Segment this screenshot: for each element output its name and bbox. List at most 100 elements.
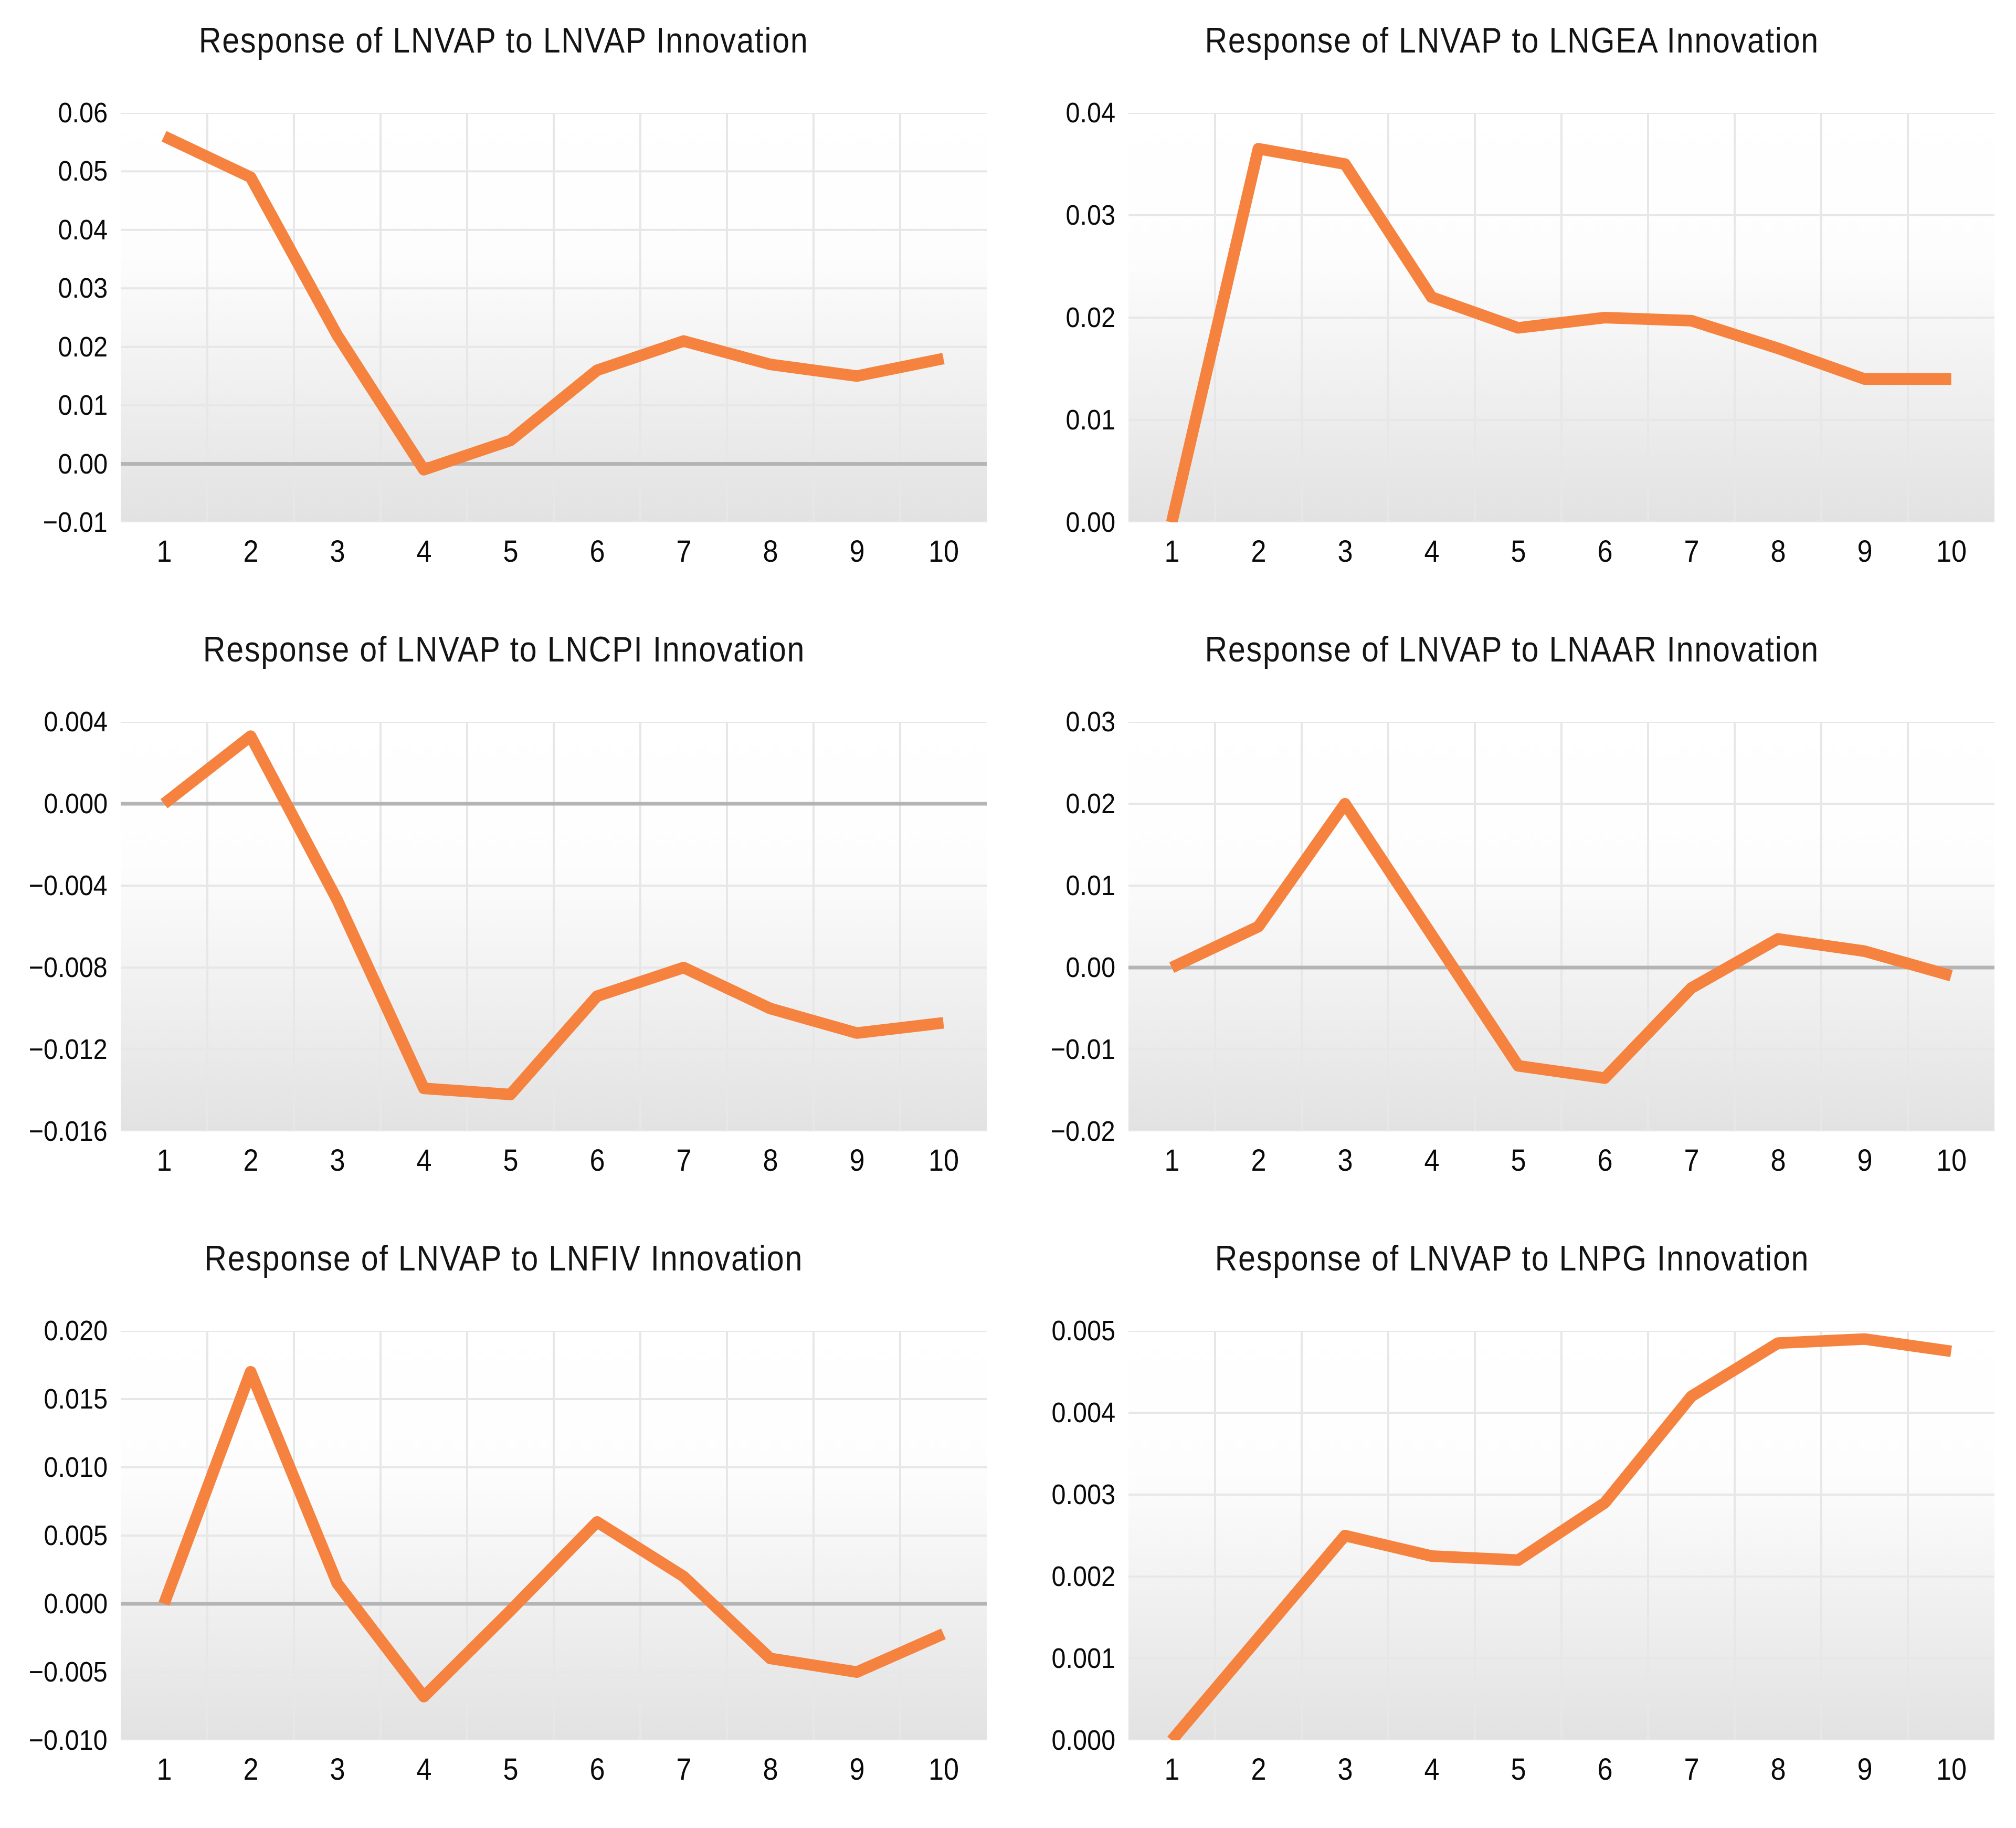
line-plot-svg bbox=[1128, 1331, 1994, 1740]
chart-title: Response of LNVAP to LNAAR Innovation bbox=[1008, 629, 2016, 670]
x-tick-label: 2 bbox=[1250, 534, 1266, 569]
x-tick-label: 3 bbox=[329, 534, 345, 569]
x-tick-label: 6 bbox=[1597, 1143, 1613, 1178]
y-tick-label: 0.01 bbox=[1065, 870, 1115, 901]
x-tick-label: 8 bbox=[762, 1143, 778, 1178]
chart-lngea-innovation: Response of LNVAP to LNGEA Innovation 0.… bbox=[1008, 0, 2016, 609]
y-axis-labels: 0.06 0.05 0.04 0.03 0.02 0.01 0.00 −0.01 bbox=[0, 99, 108, 537]
y-axis-labels: 0.020 0.015 0.010 0.005 0.000 −0.005 −0.010 bbox=[0, 1317, 108, 1755]
x-axis-labels: 1 2 3 4 5 6 7 8 9 10 bbox=[121, 1755, 987, 1791]
x-tick-label: 10 bbox=[1936, 1143, 1967, 1178]
plot-area bbox=[121, 722, 987, 1131]
x-tick-label: 3 bbox=[1337, 1752, 1353, 1787]
x-tick-label: 5 bbox=[1510, 534, 1526, 569]
y-tick-label: −0.012 bbox=[28, 1034, 108, 1065]
y-tick-label: −0.010 bbox=[28, 1725, 108, 1756]
y-tick-label: −0.005 bbox=[28, 1656, 108, 1688]
x-tick-label: 1 bbox=[1164, 1752, 1180, 1787]
x-axis-labels: 1 2 3 4 5 6 7 8 9 10 bbox=[121, 1146, 987, 1182]
x-tick-label: 1 bbox=[156, 1143, 172, 1178]
y-tick-label: 0.00 bbox=[1065, 507, 1115, 538]
y-tick-label: −0.02 bbox=[1051, 1116, 1115, 1147]
x-tick-label: 8 bbox=[762, 1752, 778, 1787]
y-tick-label: 0.04 bbox=[58, 214, 108, 246]
x-tick-label: 7 bbox=[675, 1143, 692, 1178]
x-tick-label: 5 bbox=[1510, 1752, 1526, 1787]
y-tick-label: 0.02 bbox=[58, 331, 108, 363]
x-tick-label: 1 bbox=[156, 534, 172, 569]
x-tick-label: 3 bbox=[329, 1143, 345, 1178]
chart-title: Response of LNVAP to LNPG Innovation bbox=[1008, 1238, 2016, 1279]
plot-area bbox=[121, 113, 987, 522]
x-tick-label: 2 bbox=[1250, 1143, 1266, 1178]
y-axis-labels: 0.004 0.000 −0.004 −0.008 −0.012 −0.016 bbox=[0, 708, 108, 1146]
chart-title: Response of LNVAP to LNGEA Innovation bbox=[1008, 20, 2016, 61]
x-tick-label: 5 bbox=[502, 534, 519, 569]
y-tick-label: 0.000 bbox=[44, 1588, 108, 1620]
chart-title: Response of LNVAP to LNVAP Innovation bbox=[0, 20, 1008, 61]
y-tick-label: 0.005 bbox=[1051, 1315, 1115, 1347]
x-tick-label: 7 bbox=[1683, 534, 1700, 569]
x-tick-label: 2 bbox=[242, 1143, 259, 1178]
x-tick-label: 2 bbox=[242, 1752, 259, 1787]
x-tick-label: 7 bbox=[675, 1752, 692, 1787]
y-tick-label: −0.016 bbox=[28, 1116, 108, 1147]
line-plot-svg bbox=[1128, 113, 1994, 522]
x-tick-label: 7 bbox=[1683, 1143, 1700, 1178]
chart-title: Response of LNVAP to LNCPI Innovation bbox=[0, 629, 1008, 670]
x-tick-label: 6 bbox=[1597, 1752, 1613, 1787]
y-tick-label: 0.005 bbox=[44, 1520, 108, 1551]
x-tick-label: 1 bbox=[156, 1752, 172, 1787]
y-tick-label: −0.01 bbox=[1051, 1034, 1115, 1065]
y-tick-label: 0.01 bbox=[1065, 404, 1115, 436]
y-tick-label: 0.015 bbox=[44, 1383, 108, 1415]
y-tick-label: 0.03 bbox=[1065, 706, 1115, 738]
x-tick-label: 4 bbox=[1423, 534, 1440, 569]
x-tick-label: 2 bbox=[1250, 1752, 1266, 1787]
line-plot-svg bbox=[1128, 722, 1994, 1131]
response-line bbox=[159, 1366, 946, 1703]
y-tick-label: 0.06 bbox=[58, 97, 108, 129]
chart-lnvap-innovation: Response of LNVAP to LNVAP Innovation 0.… bbox=[0, 0, 1008, 609]
x-tick-label: 8 bbox=[1770, 1752, 1786, 1787]
response-line bbox=[1169, 798, 1953, 1084]
y-tick-label: 0.03 bbox=[1065, 199, 1115, 231]
y-tick-label: 0.002 bbox=[1051, 1561, 1115, 1592]
chart-title-text: Response of LNVAP to LNCPI Innovation bbox=[203, 629, 805, 669]
y-tick-label: 0.001 bbox=[1051, 1643, 1115, 1674]
x-tick-label: 3 bbox=[329, 1752, 345, 1787]
x-tick-label: 3 bbox=[1337, 534, 1353, 569]
x-tick-label: 1 bbox=[1164, 1143, 1180, 1178]
y-tick-label: 0.010 bbox=[44, 1452, 108, 1483]
x-tick-label: 9 bbox=[849, 534, 865, 569]
x-tick-label: 10 bbox=[928, 1752, 959, 1787]
x-tick-label: 5 bbox=[502, 1143, 519, 1178]
y-tick-label: −0.01 bbox=[43, 507, 108, 538]
x-tick-label: 3 bbox=[1337, 1143, 1353, 1178]
x-tick-label: 10 bbox=[1936, 1752, 1967, 1787]
y-axis-labels: 0.03 0.02 0.01 0.00 −0.01 −0.02 bbox=[1008, 708, 1115, 1146]
chart-title: Response of LNVAP to LNFIV Innovation bbox=[0, 1238, 1008, 1279]
x-tick-label: 9 bbox=[849, 1752, 865, 1787]
response-line bbox=[161, 131, 945, 476]
chart-title-text: Response of LNVAP to LNPG Innovation bbox=[1215, 1238, 1809, 1278]
x-tick-label: 8 bbox=[1770, 534, 1786, 569]
line-plot-svg bbox=[121, 722, 987, 1131]
x-tick-label: 8 bbox=[762, 534, 778, 569]
chart-lnpg-innovation: Response of LNVAP to LNPG Innovation 0.0… bbox=[1008, 1218, 2016, 1828]
y-tick-label: 0.00 bbox=[58, 448, 108, 480]
x-tick-label: 4 bbox=[416, 534, 432, 569]
y-tick-label: −0.004 bbox=[28, 870, 108, 901]
line-plot-svg bbox=[121, 113, 987, 522]
x-tick-label: 9 bbox=[1856, 1143, 1873, 1178]
x-tick-label: 9 bbox=[1856, 1752, 1873, 1787]
y-axis-labels: 0.005 0.004 0.003 0.002 0.001 0.000 bbox=[1008, 1317, 1115, 1755]
x-axis-labels: 1 2 3 4 5 6 7 8 9 10 bbox=[1128, 1146, 1994, 1182]
x-tick-label: 6 bbox=[589, 1143, 605, 1178]
plot-area bbox=[121, 1331, 987, 1740]
line-plot-svg bbox=[121, 1331, 987, 1740]
x-axis-labels: 1 2 3 4 5 6 7 8 9 10 bbox=[121, 537, 987, 573]
plot-area bbox=[1128, 722, 1994, 1131]
x-axis-labels: 1 2 3 4 5 6 7 8 9 10 bbox=[1128, 1755, 1994, 1791]
